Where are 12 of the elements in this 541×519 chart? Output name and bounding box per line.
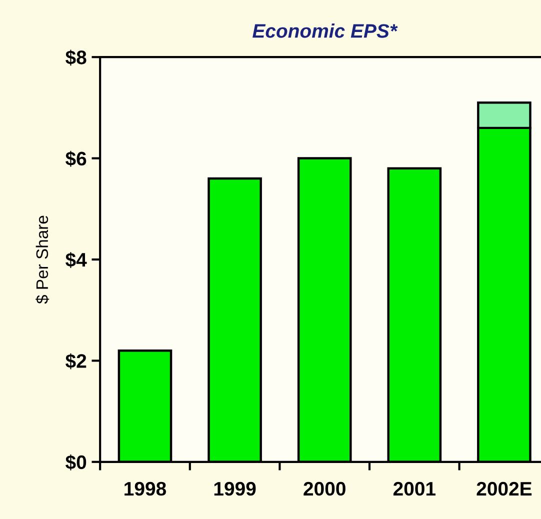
x-tick-label: 1998 [124,482,166,496]
x-tick-label: 1999 [214,482,256,496]
y-tick-label: $0 [66,454,86,470]
y-tick-label: $4 [66,252,87,268]
y-tick-label: $8 [66,50,86,66]
chart-title: Economic EPS* [252,24,398,38]
y-tick-label: $6 [66,150,86,167]
x-tick-label: 2001 [393,482,436,496]
x-tick-label: 2000 [304,482,346,496]
y-axis-title: $ Per Share [36,216,50,304]
y-tick-label: $2 [66,353,86,370]
x-tick-label: 2002E [476,482,532,496]
